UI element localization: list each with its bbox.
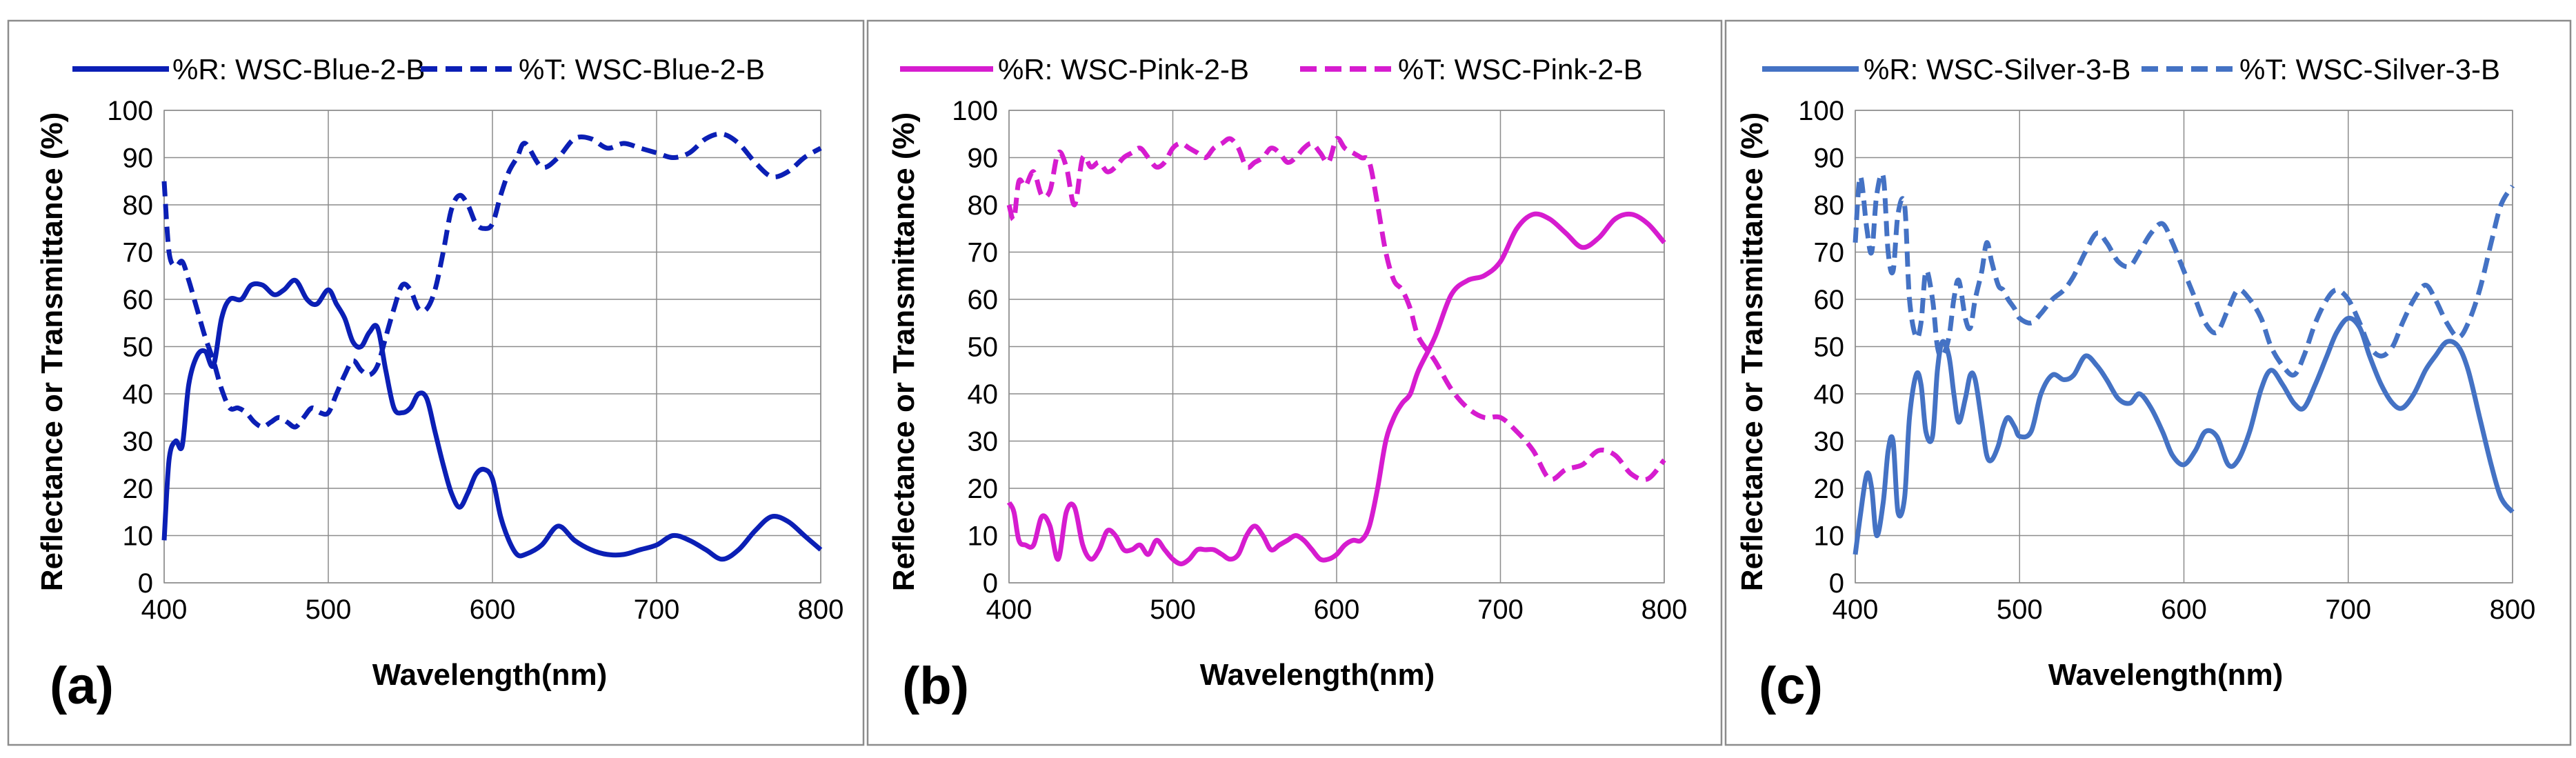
panel-a-legend: %R: WSC-Blue-2-B %T: WSC-Blue-2-B — [72, 53, 765, 86]
plot-area-a: 0 10 20 30 40 50 60 70 80 90 100 400 500 600 700 800 — [107, 96, 843, 625]
panel-tag-a: (a) — [50, 657, 114, 715]
series-line-c-reflectance — [1853, 315, 2515, 555]
y-tick-label: 30 — [123, 427, 154, 457]
legend-label-t-blue: %T: WSC-Blue-2-B — [519, 53, 765, 86]
x-tick-label: 500 — [1997, 595, 2043, 625]
x-tick-label: 800 — [2490, 595, 2536, 625]
y-tick-label: 60 — [968, 285, 999, 315]
panel-tag-b: (b) — [902, 657, 969, 715]
x-tick-label: 400 — [141, 595, 188, 625]
x-axis-title-a: Wavelength(nm) — [372, 658, 608, 692]
legend-label-r-pink: %R: WSC-Pink-2-B — [998, 53, 1249, 86]
y-tick-label: 40 — [123, 379, 154, 410]
series-line-a-reflectance — [161, 277, 823, 562]
x-tick-label: 400 — [986, 595, 1032, 625]
panel-b: %R: WSC-Pink-2-B %T: WSC-Pink-2-B 0 10 20 3… — [866, 19, 1723, 746]
plot-frame-a — [163, 110, 821, 584]
y-tick-label: 20 — [968, 474, 999, 504]
y-tick-label: 80 — [1814, 190, 1845, 221]
panel-c-frame — [1724, 19, 2572, 746]
panel-a: %R: WSC-Blue-2-B %T: WSC-Blue-2-B 0 10 20 3… — [7, 19, 865, 746]
plot-area-b: 0 10 20 30 40 50 60 70 80 90 100 400 500 600 700 800 — [952, 96, 1687, 625]
y-tick-label: 40 — [1814, 379, 1845, 410]
y-tick-label: 90 — [1814, 143, 1845, 174]
panel-b-frame — [866, 19, 1723, 746]
y-tick-label: 20 — [1814, 474, 1845, 504]
legend-label-r-silver: %R: WSC-Silver-3-B — [1864, 53, 2130, 86]
series-line-b-transmittance — [1006, 136, 1666, 482]
x-tick-label: 700 — [634, 595, 680, 625]
y-tick-label: 0 — [138, 568, 153, 599]
y-tick-label: 30 — [968, 427, 999, 457]
y-tick-label: 90 — [123, 143, 154, 174]
y-tick-label: 80 — [968, 190, 999, 221]
x-tick-label: 700 — [1477, 595, 1524, 625]
x-tick-label: 500 — [306, 595, 352, 625]
x-axis-title-c: Wavelength(nm) — [2048, 658, 2284, 692]
y-tick-label: 60 — [1814, 285, 1845, 315]
x-tick-label: 700 — [2325, 595, 2371, 625]
y-tick-label: 80 — [123, 190, 154, 221]
x-tick-label: 600 — [470, 595, 516, 625]
panel-tag-c: (c) — [1759, 657, 1823, 715]
x-tick-label: 600 — [2161, 595, 2207, 625]
x-tick-label: 400 — [1833, 595, 1879, 625]
plot-frame-b — [1008, 110, 1665, 584]
y-tick-label: 100 — [1798, 96, 1844, 126]
x-tick-label: 500 — [1150, 595, 1196, 625]
y-tick-label: 100 — [952, 96, 998, 126]
x-axis-title-b: Wavelength(nm) — [1200, 658, 1435, 692]
y-axis-title-a: Reflectance or Transmittance (%) — [35, 112, 69, 591]
y-tick-label: 70 — [1814, 238, 1845, 268]
y-tick-label: 50 — [123, 332, 154, 363]
y-tick-label: 100 — [107, 96, 153, 126]
panel-c-legend: %R: WSC-Silver-3-B %T: WSC-Silver-3-B — [1762, 53, 2500, 86]
y-tick-label: 50 — [1814, 332, 1845, 363]
legend-label-t-pink: %T: WSC-Pink-2-B — [1398, 53, 1643, 86]
panel-c: %R: WSC-Silver-3-B %T: WSC-Silver-3-B 0 1… — [1724, 19, 2572, 746]
y-tick-label: 40 — [968, 379, 999, 410]
panel-a-frame — [7, 19, 865, 746]
y-axis-title-b: Reflectance or Transmittance (%) — [887, 112, 921, 591]
x-tick-label: 600 — [1314, 595, 1360, 625]
series-line-b-reflectance — [1006, 211, 1666, 567]
y-tick-label: 10 — [123, 521, 154, 552]
y-tick-label: 10 — [968, 521, 999, 552]
y-tick-label: 0 — [1829, 568, 1844, 599]
plot-frame-c — [1855, 110, 2513, 584]
y-tick-label: 70 — [968, 238, 999, 268]
y-tick-label: 10 — [1814, 521, 1845, 552]
y-tick-label: 30 — [1814, 427, 1845, 457]
x-tick-label: 800 — [1641, 595, 1688, 625]
plot-area-c: 0 10 20 30 40 50 60 70 80 90 100 400 500 600 700 800 — [1798, 96, 2535, 625]
legend-label-r-blue: %R: WSC-Blue-2-B — [172, 53, 425, 86]
y-tick-label: 50 — [968, 332, 999, 363]
y-tick-label: 60 — [123, 285, 154, 315]
y-tick-label: 20 — [123, 474, 154, 504]
y-tick-label: 70 — [123, 238, 154, 268]
legend-label-t-silver: %T: WSC-Silver-3-B — [2239, 53, 2500, 86]
y-tick-label: 90 — [968, 143, 999, 174]
y-axis-title-c: Reflectance or Transmittance (%) — [1735, 112, 1769, 591]
y-tick-label: 0 — [983, 568, 998, 599]
x-tick-label: 800 — [798, 595, 844, 625]
series-line-a-transmittance — [161, 131, 822, 430]
series-line-c-transmittance — [1853, 171, 2515, 378]
panel-b-legend: %R: WSC-Pink-2-B %T: WSC-Pink-2-B — [900, 53, 1643, 86]
